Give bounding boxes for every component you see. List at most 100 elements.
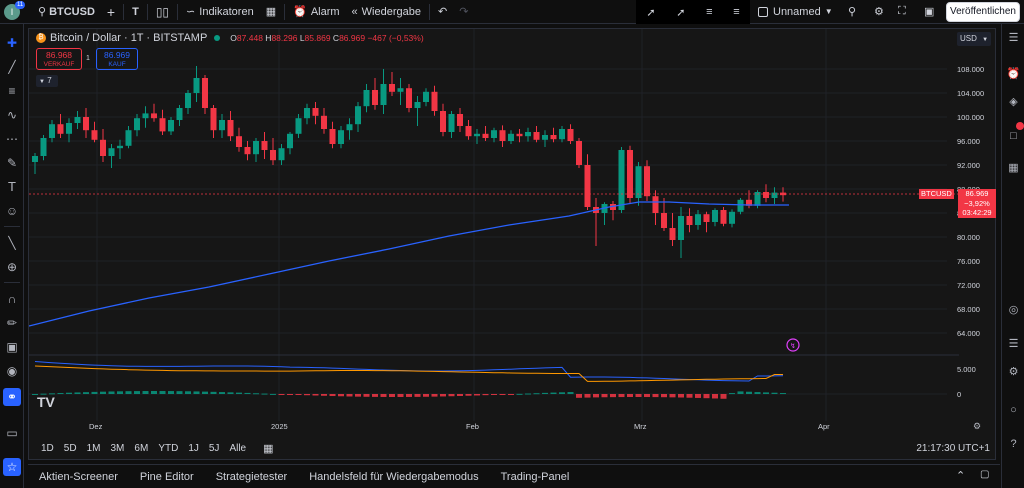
add-symbol-button[interactable]: + [106,3,116,20]
undo-button[interactable]: ↶ [432,0,453,24]
chevron-up-icon[interactable]: ⌃ [956,470,966,482]
price-axis[interactable]: 108.000104.000100.00096.00092.00088.0008… [957,65,984,399]
bottom-tab[interactable]: Trading-Panel [500,470,570,483]
candle-body [542,135,548,140]
time-axis[interactable]: Dez 2025 Feb Mrz Apr ⚙ [89,421,981,431]
macd-bar [763,392,769,394]
layers-icon[interactable]: ◈ [1009,96,1018,108]
help-icon[interactable]: ? [1010,438,1017,450]
text-tool-icon[interactable]: T [8,179,16,194]
trendline-icon[interactable]: ➚ [646,6,656,19]
alert-button[interactable]: ⏰ Alarm [287,0,345,24]
tradingview-logo[interactable]: TV [37,394,56,410]
chat-icon[interactable]: □ [1010,130,1017,142]
bottom-tab[interactable]: Pine Editor [139,470,194,483]
chart-legend: ₿ Bitcoin / Dollar · 1T · BITSTAMP O87.4… [36,32,424,44]
trendline-tool-icon[interactable]: ╱ [8,60,16,74]
star-icon[interactable]: ☆ [3,458,21,476]
candle-body [363,90,370,107]
date-range-icon[interactable]: ▦ [263,442,274,455]
candle-body [389,84,395,92]
candle-body [474,133,480,137]
zoom-in-icon[interactable]: ⊕ [6,260,18,274]
quick-search-button[interactable]: ⚲ [842,0,862,24]
range-button[interactable]: 3M [110,442,125,454]
currency-selector[interactable]: USD ▼ [957,32,991,46]
avatar[interactable]: I 11 [0,0,26,24]
bottom-tab[interactable]: Strategietester [215,470,288,483]
magnet-icon[interactable]: ∩ [7,292,17,306]
hotlist-icon[interactable]: ⚙ [1008,366,1019,378]
candle-body [406,88,412,108]
range-button[interactable]: 1M [86,442,101,454]
bottom-tab[interactable]: Aktien-Screener [39,470,118,483]
macd-bar [448,394,455,397]
range-bar: 1D 5D 1M 3M 6M YTD 1J 5J Alle ▦ 21:17:30 UTC+1 [28,438,996,458]
publish-button[interactable]: Veröffentlichen [946,2,1020,22]
pencil-lock-icon[interactable]: ✏ [6,316,18,330]
clock-label[interactable]: 21:17:30 UTC+1 [916,442,990,454]
trash-icon[interactable]: ▭ [6,426,18,440]
macd-bar [397,394,404,397]
interval-button[interactable]: T [132,5,139,18]
fib-tool-icon[interactable]: ≡ [8,84,16,98]
brush-tool-icon[interactable]: ✎ [6,156,18,170]
crosshair-icon[interactable]: ✚ [6,36,18,50]
range-button[interactable]: 5J [208,442,220,454]
bottom-tab[interactable]: Handelsfeld für Wiedergabemodus [309,470,479,483]
buy-button[interactable]: 86.969 KAUF [96,48,138,70]
macd-bar [329,394,336,397]
watchlist-icon[interactable]: ☰ [1008,32,1019,44]
range-button[interactable]: 6M [134,442,149,454]
grid-icon: ▦ [265,6,277,18]
ruler-icon[interactable]: ╲ [8,236,16,250]
calendar-icon[interactable]: ▦ [1008,162,1019,174]
redo-button[interactable]: ↷ [453,0,474,24]
eye-icon[interactable]: ◉ [6,364,18,378]
fullscreen-button[interactable]: ⛶ [892,0,912,24]
snapshot-button[interactable]: ▣ [918,0,940,24]
macd-bar [57,393,64,395]
market-status-dot [214,35,221,41]
candle-body [669,228,676,240]
forecast-tool-icon[interactable]: ⋯ [6,132,18,146]
indicators-button[interactable]: ∽ Indikatoren [180,0,260,24]
range-button[interactable]: Alle [229,442,247,454]
fib-icon[interactable]: ≡ [706,6,713,18]
layout-grid-button[interactable]: ▦ [260,0,282,24]
target-icon[interactable]: ◎ [1008,304,1019,316]
macd-bar [508,394,514,395]
symbol-search-button[interactable]: ⚲ BTCUSD [32,0,101,24]
alarm-icon[interactable]: ⏰ [1006,68,1021,80]
chart-pane[interactable]: 108.000104.000100.00096.00092.00088.0008… [28,28,996,460]
candle-body [295,118,302,134]
channel-icon[interactable]: ≡ [733,6,740,18]
rewind-icon: « [351,5,358,18]
sell-button[interactable]: 86.968 VERKAUF [36,48,82,70]
candle-body [125,130,132,146]
indicators-toggle[interactable]: ▼ 7 [36,75,58,87]
pattern-tool-icon[interactable]: ∿ [6,108,18,122]
chart-canvas[interactable]: 108.000104.000100.00096.00092.00088.0008… [29,29,997,461]
range-button[interactable]: 5D [63,442,77,454]
symbol-title[interactable]: Bitcoin / Dollar · 1T · BITSTAMP [50,32,208,44]
replay-button[interactable]: « Wiedergabe [346,0,427,24]
macd-bar [584,394,591,398]
list-icon[interactable]: ☰ [1008,338,1019,350]
ideas-icon[interactable]: ○ [1010,404,1017,416]
lock-icon[interactable]: ▣ [6,340,18,354]
range-button[interactable]: YTD [158,442,179,454]
layout-menu-button[interactable]: Unnamed ▼ [752,0,839,24]
ray-icon[interactable]: ➚ [676,6,686,19]
axis-settings-icon[interactable]: ⚙ [973,421,981,431]
macd-bar [635,394,642,398]
event-icon[interactable] [786,338,800,352]
link-icon[interactable]: ⚭ [3,388,21,406]
emoji-tool-icon[interactable]: ☺ [5,204,19,218]
range-button[interactable]: 1J [188,442,199,454]
chart-type-button[interactable]: ▯▯ [150,0,175,24]
range-button[interactable]: 1D [41,442,54,454]
symbol-tag: BTCUSD [919,189,954,199]
maximize-icon[interactable]: ▢ [980,469,990,480]
settings-button[interactable]: ⚙ [868,0,890,24]
